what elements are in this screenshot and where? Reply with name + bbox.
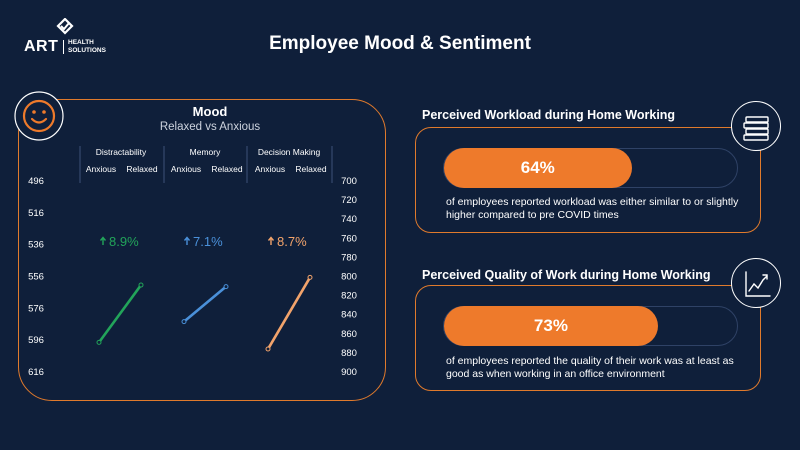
x-tick-label: Relaxed — [126, 164, 157, 174]
data-point — [307, 274, 313, 280]
right-axis-tick-label: 780 — [341, 252, 357, 263]
x-tick-label: Relaxed — [211, 164, 242, 174]
up-arrow-icon — [267, 236, 275, 245]
left-axis-tick-label: 576 — [28, 303, 44, 314]
logo-sub-line2: SOLUTIONS — [68, 47, 106, 54]
series-line — [182, 285, 228, 323]
left-axis-tick-label: 496 — [28, 176, 44, 187]
x-tick-label: Anxious — [171, 164, 201, 174]
group-label: Memory — [190, 147, 221, 157]
x-tick-label: Anxious — [255, 164, 285, 174]
logo-mark-icon — [56, 18, 74, 35]
series-line — [266, 276, 312, 351]
quality-description: of employees reported the quality of the… — [446, 355, 734, 380]
group-label: Decision Making — [258, 147, 321, 157]
right-axis-tick-label: 800 — [341, 272, 357, 283]
workload-bar-fill: 64% — [444, 148, 632, 188]
company-logo: ART HEALTH SOLUTIONS — [24, 18, 134, 62]
x-tick-label: Anxious — [86, 164, 116, 174]
right-axis-tick-label: 820 — [341, 291, 357, 302]
page-title: Employee Mood & Sentiment — [269, 33, 531, 54]
left-axis-tick-label: 596 — [28, 335, 44, 346]
workload-description: of employees reported workload was eithe… — [446, 196, 739, 221]
left-axis-tick-label: 536 — [28, 240, 44, 251]
stacked-books-icon — [731, 101, 781, 151]
smiley-face-icon — [14, 91, 64, 141]
mood-chart-subtitle: Relaxed vs Anxious — [159, 121, 261, 133]
up-arrow-icon — [183, 236, 191, 245]
logo-text: ART — [24, 38, 59, 55]
group-label: Distractability — [96, 147, 147, 157]
workload-value: 64% — [520, 158, 555, 177]
data-point — [265, 346, 271, 352]
up-arrow-icon — [99, 236, 107, 245]
quality-value: 73% — [533, 316, 568, 335]
left-axis-tick-label: 616 — [28, 367, 44, 378]
logo-subtext: HEALTH SOLUTIONS — [68, 39, 106, 55]
quality-bar-fill: 73% — [444, 306, 658, 346]
data-point — [223, 284, 229, 290]
right-axis-tick-label: 760 — [341, 233, 357, 244]
right-axis-tick-label: 840 — [341, 310, 357, 321]
change-label: 7.1% — [193, 234, 223, 249]
series-line — [97, 283, 143, 344]
workload-card — [415, 127, 761, 233]
change-label: 8.9% — [109, 234, 139, 249]
data-point — [96, 339, 102, 345]
x-tick-label: Relaxed — [295, 164, 326, 174]
left-axis-tick-label: 516 — [28, 208, 44, 219]
workload-bar-track: 64% — [443, 148, 738, 188]
logo-divider — [63, 40, 64, 54]
right-axis-tick-label: 900 — [341, 367, 357, 378]
workload-card-title: Perceived Workload during Home Working — [422, 108, 676, 122]
mood-panel — [18, 99, 386, 401]
logo-sub-line1: HEALTH — [68, 39, 94, 46]
quality-card — [415, 285, 761, 391]
data-point — [181, 319, 187, 325]
change-label: 8.7% — [277, 234, 307, 249]
quality-bar-track: 73% — [443, 306, 738, 346]
trend-chart-icon — [731, 258, 781, 308]
left-axis-tick-label: 556 — [28, 272, 44, 283]
right-axis-tick-label: 700 — [341, 176, 357, 187]
right-axis-tick-label: 880 — [341, 348, 357, 359]
right-axis-tick-label: 860 — [341, 329, 357, 340]
right-axis-tick-label: 740 — [341, 214, 357, 225]
right-axis-tick-label: 720 — [341, 195, 357, 206]
quality-card-title: Perceived Quality of Work during Home Wo… — [422, 268, 711, 282]
data-point — [138, 282, 144, 288]
mood-chart-title: Mood — [192, 104, 228, 119]
